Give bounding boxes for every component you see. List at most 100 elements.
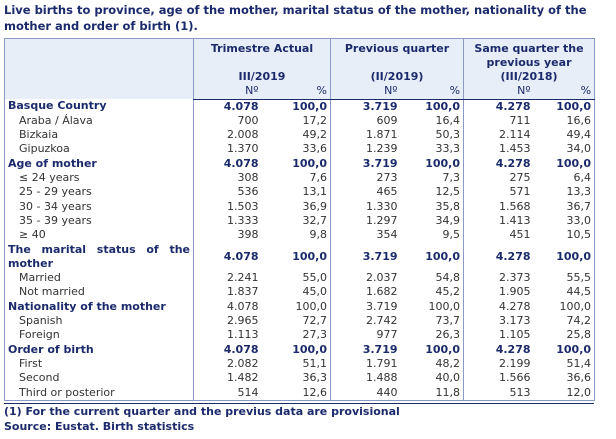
cell: 308	[193, 171, 262, 186]
table-row: Araba / Álava 700 17,2 609 16,4 711 16,6	[5, 113, 595, 129]
cell: 100,0	[292, 156, 327, 170]
sub-header: Nº	[193, 84, 262, 100]
row-label: ≥ 40	[19, 228, 46, 242]
cell: 3.719	[330, 156, 401, 172]
cell: 609	[330, 113, 401, 129]
cell: 50,3	[435, 128, 461, 142]
table-row: Third or posterior 514 12,6 440 11,8 513 12,0	[5, 385, 595, 401]
cell: 536	[193, 185, 262, 200]
cell: 7,3	[442, 171, 461, 185]
cell: 398	[193, 228, 262, 243]
cell: 1.482	[193, 371, 262, 386]
table-row: Spanish 2.965 72,7 2.742 73,7 3.173 74,2	[5, 314, 595, 329]
cell: 1.488	[330, 371, 401, 386]
cell: 2.114	[463, 128, 534, 143]
table-row: Gipuzkoa 1.370 33,6 1.239 33,3 1.453 34,0	[5, 142, 595, 157]
cell: 1.871	[330, 128, 401, 143]
row-label: Nationality of the mother	[8, 299, 166, 313]
cell: 977	[330, 328, 401, 343]
group-title: Same quarter the previous year	[463, 38, 595, 70]
cell: 513	[463, 385, 534, 401]
cell: 465	[330, 185, 401, 200]
table-row: Basque Country 4.078 100,0 3.719 100,0 4.278 1…	[5, 99, 595, 114]
cell: 51,1	[302, 356, 328, 370]
cell: 1.105	[463, 328, 534, 343]
group-title: Previous quarter	[329, 38, 464, 70]
cell: 9,8	[309, 228, 328, 242]
cell: 13,1	[302, 185, 328, 199]
cell: 36,7	[566, 199, 592, 213]
cell: 3.719	[330, 99, 401, 114]
table-row: ≤ 24 years 308 7,6 273 7,3 275 6,4	[5, 171, 595, 186]
cell: 1.113	[193, 328, 262, 343]
cell: 35,8	[435, 199, 461, 213]
cell: 73,7	[435, 314, 461, 328]
row-label: Third or posterior	[19, 385, 115, 399]
group-period: (II/2019)	[329, 70, 464, 85]
cell: 25,8	[566, 328, 592, 342]
table-row: Married 2.241 55,0 2.037 54,8 2.373 55,5	[5, 271, 595, 286]
cell: 4.278	[463, 99, 534, 114]
cell: 3.173	[463, 314, 534, 329]
row-label: ≤ 24 years	[19, 171, 80, 185]
cell: 100,0	[556, 342, 592, 356]
cell: 33,0	[566, 213, 592, 227]
cell: 100,0	[428, 299, 461, 313]
cell: 45,0	[302, 285, 328, 299]
cell: 49,2	[302, 128, 328, 142]
cell: 711	[463, 113, 534, 129]
row-label: The marital status of the mother	[8, 242, 190, 270]
row-label: Order of birth	[8, 342, 94, 356]
cell: 100,0	[295, 299, 328, 313]
cell: 2.082	[193, 356, 262, 372]
sub-header: %	[261, 84, 331, 100]
cell: 100,0	[425, 249, 461, 263]
cell: 4.278	[463, 299, 534, 315]
row-label: 25 - 29 years	[19, 185, 92, 199]
cell: 1.503	[193, 199, 262, 214]
document: Live births to province, age of the moth…	[4, 2, 596, 434]
cell: 100,0	[425, 342, 461, 356]
cell: 33,6	[302, 142, 328, 156]
cell: 1.413	[463, 213, 534, 229]
cell: 1.333	[193, 213, 262, 229]
table-header: Trimestre Actual Previous quarter Same qua…	[4, 38, 595, 100]
row-label: Foreign	[19, 328, 60, 342]
table-title: Live births to province, age of the moth…	[4, 3, 587, 33]
cell: 10,5	[566, 228, 592, 242]
cell: 1.568	[463, 199, 534, 214]
table-row: The marital status of the mother 4.078 100…	[5, 242, 595, 272]
cell: 440	[330, 385, 401, 401]
cell: 54,8	[435, 271, 461, 285]
cell: 4.278	[463, 242, 534, 272]
footnotes: (1) For the current quarter and the prev…	[4, 402, 594, 434]
cell: 51,4	[566, 356, 592, 370]
cell: 4.078	[193, 299, 262, 315]
cell: 2.037	[330, 271, 401, 286]
cell: 40,0	[435, 371, 461, 385]
row-label: Second	[19, 371, 60, 385]
table-row: Not married 1.837 45,0 1.682 45,2 1.905 44,5	[5, 285, 595, 300]
cell: 354	[330, 228, 401, 243]
table-row: Order of birth 4.078 100,0 3.719 100,0 4.278 1…	[5, 342, 595, 357]
cell: 6,4	[573, 171, 592, 185]
row-label: Bizkaia	[19, 128, 59, 142]
cell: 514	[193, 385, 262, 401]
row-label: 35 - 39 years	[19, 213, 92, 227]
row-label: Gipuzkoa	[19, 142, 70, 156]
cell: 100,0	[425, 99, 461, 113]
table-row: 25 - 29 years 536 13,1 465 12,5 571 13,3	[5, 185, 595, 200]
cell: 1.370	[193, 142, 262, 157]
row-label: Spanish	[19, 314, 63, 328]
cell: 100,0	[292, 99, 327, 113]
cell: 32,7	[302, 213, 328, 227]
cell: 1.791	[330, 356, 401, 372]
cell: 33,3	[435, 142, 461, 156]
data-table: Trimestre Actual Previous quarter Same qua…	[4, 38, 596, 401]
cell: 16,4	[435, 113, 461, 127]
cell: 11,8	[435, 385, 461, 399]
cell: 48,2	[435, 356, 461, 370]
cell: 34,9	[435, 213, 461, 227]
table-row: Age of mother 4.078 100,0 3.719 100,0 4.278 10…	[5, 156, 595, 172]
cell: 4.278	[463, 156, 534, 172]
